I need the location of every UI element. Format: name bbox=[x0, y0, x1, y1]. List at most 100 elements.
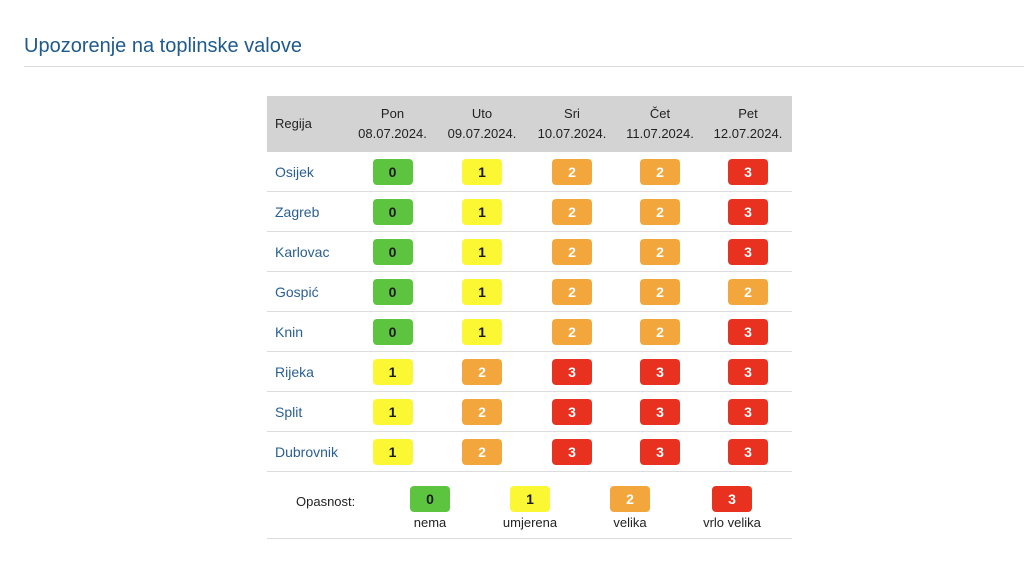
day-header: Pon 08.07.2024. bbox=[349, 96, 436, 152]
level-cell: 3 bbox=[528, 391, 616, 432]
level-badge: 3 bbox=[728, 318, 768, 345]
level-cell: 2 bbox=[436, 391, 528, 432]
day-name: Uto bbox=[471, 106, 493, 121]
legend-badge: 2 bbox=[610, 486, 650, 512]
region-link-osijek[interactable]: Osijek bbox=[267, 152, 349, 192]
level-cell: 2 bbox=[528, 152, 616, 192]
level-cell: 2 bbox=[436, 431, 528, 472]
legend-badge: 0 bbox=[410, 486, 450, 512]
level-cell: 2 bbox=[616, 191, 704, 232]
level-cell: 2 bbox=[528, 311, 616, 352]
level-badge: 3 bbox=[552, 398, 592, 425]
day-name: Pon bbox=[380, 106, 405, 121]
level-cell: 3 bbox=[704, 191, 792, 232]
level-badge: 2 bbox=[640, 198, 680, 225]
title-divider bbox=[24, 66, 1024, 67]
level-cell: 2 bbox=[436, 351, 528, 392]
region-link-gospic[interactable]: Gospić bbox=[267, 271, 349, 312]
level-badge: 2 bbox=[462, 438, 502, 465]
region-link-karlovac[interactable]: Karlovac bbox=[267, 231, 349, 272]
level-badge: 2 bbox=[552, 238, 592, 265]
level-badge: 2 bbox=[552, 278, 592, 305]
level-cell: 2 bbox=[528, 231, 616, 272]
level-badge: 1 bbox=[372, 358, 413, 385]
level-cell: 2 bbox=[616, 231, 704, 272]
level-cell: 1 bbox=[349, 391, 436, 432]
level-badge: 1 bbox=[372, 398, 413, 425]
table-row: Dubrovnik 1 2 3 3 3 bbox=[267, 431, 792, 472]
day-header: Čet 11.07.2024. bbox=[616, 96, 704, 152]
legend-badge: 1 bbox=[510, 486, 550, 512]
level-cell: 1 bbox=[436, 231, 528, 272]
level-cell: 0 bbox=[349, 271, 436, 312]
level-badge: 3 bbox=[552, 438, 592, 465]
table-row: Knin 0 1 2 2 3 bbox=[267, 311, 792, 352]
level-cell: 3 bbox=[616, 351, 704, 392]
level-badge: 3 bbox=[728, 358, 768, 385]
legend-text: umjerena bbox=[502, 515, 558, 530]
day-name: Čet bbox=[649, 106, 671, 121]
level-cell: 3 bbox=[528, 431, 616, 472]
level-badge: 1 bbox=[462, 158, 502, 185]
level-badge: 1 bbox=[462, 238, 502, 265]
level-badge: 3 bbox=[728, 198, 768, 225]
danger-legend: Opasnost: 0 nema 1 umjerena 2 velika 3 bbox=[267, 472, 792, 538]
level-badge: 2 bbox=[640, 318, 680, 345]
level-cell: 3 bbox=[704, 431, 792, 472]
day-date: 11.07.2024. bbox=[626, 126, 694, 141]
level-cell: 3 bbox=[704, 311, 792, 352]
day-name: Pet bbox=[738, 106, 758, 121]
day-date: 09.07.2024. bbox=[447, 126, 517, 141]
level-cell: 3 bbox=[528, 351, 616, 392]
region-link-rijeka[interactable]: Rijeka bbox=[267, 351, 349, 392]
level-cell: 3 bbox=[704, 351, 792, 392]
day-name: Sri bbox=[564, 106, 580, 121]
region-link-dubrovnik[interactable]: Dubrovnik bbox=[267, 431, 349, 472]
table-row: Osijek 0 1 2 2 3 bbox=[267, 152, 792, 192]
level-badge: 2 bbox=[552, 198, 592, 225]
legend-text: nema bbox=[413, 515, 447, 530]
legend-item-umjerena: 1 umjerena bbox=[485, 486, 575, 530]
level-cell: 1 bbox=[349, 351, 436, 392]
level-badge: 1 bbox=[372, 438, 413, 465]
level-badge: 2 bbox=[462, 398, 502, 425]
region-link-split[interactable]: Split bbox=[267, 391, 349, 432]
level-badge: 3 bbox=[728, 438, 768, 465]
level-badge: 0 bbox=[372, 158, 413, 185]
level-badge: 2 bbox=[640, 158, 680, 185]
table-row: Karlovac 0 1 2 2 3 bbox=[267, 231, 792, 272]
legend-item-nema: 0 nema bbox=[385, 486, 475, 530]
level-badge: 0 bbox=[372, 238, 413, 265]
legend-row: Opasnost: 0 nema 1 umjerena 2 velika 3 bbox=[267, 471, 792, 539]
level-cell: 3 bbox=[616, 431, 704, 472]
legend-item-vrlo-velika: 3 vrlo velika bbox=[687, 486, 777, 530]
level-badge: 2 bbox=[552, 158, 592, 185]
level-badge: 3 bbox=[728, 398, 768, 425]
level-cell: 2 bbox=[616, 311, 704, 352]
level-cell: 2 bbox=[704, 271, 792, 312]
level-badge: 3 bbox=[728, 238, 768, 265]
level-cell: 1 bbox=[349, 431, 436, 472]
level-cell: 3 bbox=[704, 152, 792, 192]
level-badge: 3 bbox=[640, 438, 680, 465]
level-badge: 1 bbox=[462, 198, 502, 225]
level-cell: 1 bbox=[436, 271, 528, 312]
level-cell: 3 bbox=[704, 391, 792, 432]
level-badge: 2 bbox=[640, 238, 680, 265]
table-header-row: Regija Pon 08.07.2024. Uto 09.07.2024. Sri… bbox=[267, 96, 792, 152]
day-date: 12.07.2024. bbox=[713, 126, 783, 141]
region-link-zagreb[interactable]: Zagreb bbox=[267, 191, 349, 232]
level-cell: 3 bbox=[704, 231, 792, 272]
legend-text: velika bbox=[613, 515, 647, 530]
region-link-knin[interactable]: Knin bbox=[267, 311, 349, 352]
table-row: Rijeka 1 2 3 3 3 bbox=[267, 351, 792, 392]
level-badge: 3 bbox=[552, 358, 592, 385]
level-badge: 2 bbox=[462, 358, 502, 385]
level-badge: 1 bbox=[462, 318, 502, 345]
table-row: Zagreb 0 1 2 2 3 bbox=[267, 191, 792, 232]
level-badge: 0 bbox=[372, 278, 413, 305]
level-cell: 1 bbox=[436, 311, 528, 352]
legend-badge: 3 bbox=[712, 486, 752, 512]
level-badge: 0 bbox=[372, 198, 413, 225]
day-date: 08.07.2024. bbox=[358, 126, 427, 141]
